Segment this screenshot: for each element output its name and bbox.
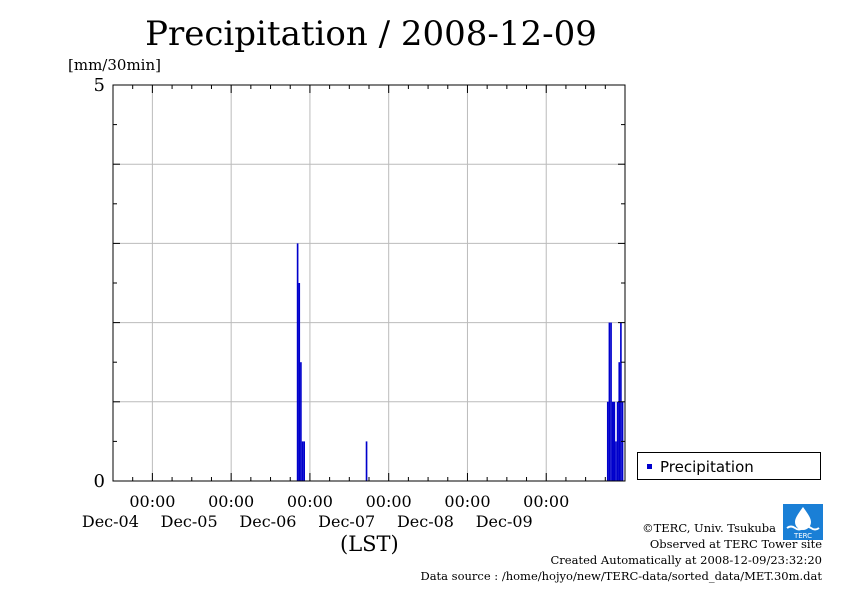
precipitation-bar [606,401,609,481]
x-tick-time-label: 00:00 [208,492,254,511]
x-tick-time-label: 00:00 [366,492,412,511]
legend-swatch [647,464,652,469]
x-tick-time-label: 00:00 [129,492,175,511]
credit-text: ©TERC, Univ. Tsukuba [642,521,776,535]
precipitation-bar [618,362,621,481]
precipitation-bar [613,401,616,481]
y-tick-label: 0 [94,471,105,492]
precipitation-bar [616,401,619,481]
legend-label: Precipitation [660,458,754,476]
x-tick-date-label: Dec-08 [397,512,454,531]
y-axis-unit: [mm/30min] [68,56,161,74]
precipitation-bar [303,441,305,481]
precipitation-bar [611,401,614,481]
terc-logo: TERC [783,504,823,540]
precipitation-bar [298,283,301,481]
footer-credits: ©TERC, Univ. Tsukuba Observed at TERC To… [420,520,822,584]
x-tick-time-label: 00:00 [523,492,569,511]
x-tick-time-label: 00:00 [287,492,333,511]
x-tick-date-label: Dec-06 [239,512,296,531]
precipitation-bar [300,362,302,481]
precipitation-bar [610,322,612,481]
precipitation-bar [608,322,611,481]
precipitation-bar [615,441,617,481]
x-tick-time-label: 00:00 [444,492,490,511]
logo-text: TERC [793,532,812,540]
legend: Precipitation [637,452,821,480]
plot-frame [112,84,626,482]
created-text: Created Automatically at 2008-12-09/23:3… [550,553,823,567]
observed-text: Observed at TERC Tower site [649,537,822,551]
precipitation-bar [365,441,368,481]
y-tick-label: 5 [94,75,105,96]
x-tick-date-label: Dec-09 [476,512,533,531]
chart-title: Precipitation / 2008-12-09 [145,14,597,54]
source-text: Data source : /home/hojyo/new/TERC-data/… [420,569,822,583]
x-axis-label: (LST) [340,532,399,556]
x-tick-date-label: Dec-05 [161,512,218,531]
x-tick-date-label: Dec-07 [318,512,375,531]
x-tick-date-label: Dec-04 [82,512,139,531]
precipitation-bar [296,243,299,481]
precipitation-bar [301,441,304,481]
